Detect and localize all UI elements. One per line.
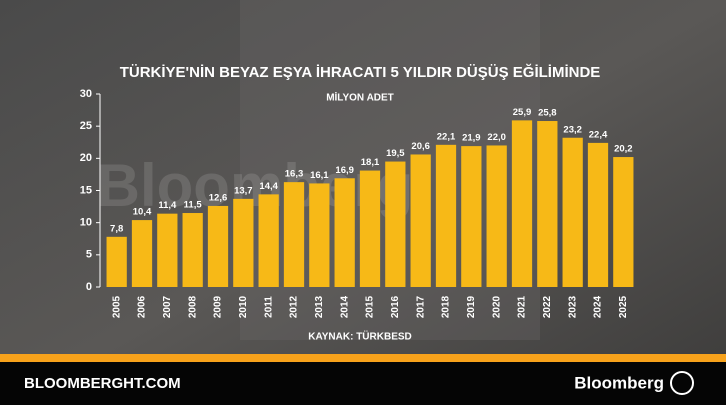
value-label: 16,3: [285, 169, 304, 180]
bar: [563, 138, 583, 287]
x-tick-label: 2018: [441, 295, 452, 318]
value-label: 22,4: [589, 129, 608, 140]
bar: [132, 220, 152, 287]
value-label: 11,5: [184, 200, 203, 211]
value-label: 12,6: [209, 192, 228, 203]
x-tick-label: 2023: [567, 295, 578, 318]
footer-brand: Bloomberg: [574, 373, 664, 392]
chart: Bloomberg TÜRKİYE'NİN BEYAZ EŞYA İHRACAT…: [0, 0, 726, 405]
x-tick-label: 2014: [339, 295, 350, 318]
value-label: 14,4: [259, 181, 278, 192]
bar: [335, 178, 355, 287]
x-tick-label: 2016: [390, 295, 401, 318]
y-tick-label: 0: [86, 281, 92, 293]
value-label: 20,2: [614, 144, 633, 155]
value-label: 23,2: [563, 124, 582, 135]
value-label: 16,1: [310, 170, 329, 181]
value-label: 11,4: [158, 200, 177, 211]
x-tick-label: 2017: [415, 295, 426, 318]
bar: [512, 120, 532, 287]
x-tick-label: 2011: [263, 296, 274, 318]
source: KAYNAK: TÜRKBESD: [308, 330, 412, 343]
x-tick-label: 2020: [491, 295, 502, 318]
chart-title: TÜRKİYE'NİN BEYAZ EŞYA İHRACATI 5 YILDIR…: [120, 63, 601, 81]
chart-subtitle: MİLYON ADET: [326, 91, 394, 104]
footer-stripe: [0, 354, 726, 362]
x-tick-label: 2022: [542, 295, 553, 318]
x-tick-label: 2025: [618, 295, 629, 318]
x-tick-label: 2024: [593, 295, 604, 318]
x-tick-label: 2015: [365, 295, 376, 318]
bar: [284, 182, 304, 287]
value-label: 7,8: [110, 223, 123, 234]
y-tick-label: 15: [80, 184, 92, 196]
footer-site: BLOOMBERGHT.COM: [24, 375, 181, 392]
bar: [385, 162, 405, 287]
x-tick-label: 2021: [517, 295, 528, 318]
y-tick-label: 5: [86, 249, 92, 261]
x-tick-label: 2019: [466, 295, 477, 318]
bar: [233, 199, 253, 287]
x-tick-label: 2009: [213, 295, 224, 318]
value-label: 19,5: [386, 148, 405, 159]
value-label: 25,8: [538, 108, 557, 119]
bar: [436, 145, 456, 287]
x-tick-label: 2013: [314, 295, 325, 318]
x-tick-label: 2012: [289, 295, 300, 318]
bar: [613, 157, 633, 287]
bar: [259, 194, 279, 287]
value-label: 22,0: [487, 132, 506, 143]
x-tick-label: 2007: [162, 295, 173, 318]
value-label: 22,1: [437, 131, 456, 142]
bar: [183, 213, 203, 287]
y-tick-label: 20: [80, 152, 92, 164]
bar: [588, 143, 608, 287]
y-tick-label: 25: [80, 120, 92, 132]
value-label: 16,9: [335, 165, 354, 176]
value-label: 18,1: [361, 157, 380, 168]
x-tick-label: 2010: [238, 295, 249, 318]
bar: [309, 183, 329, 287]
x-tick-label: 2006: [137, 295, 148, 318]
x-tick-label: 2005: [111, 295, 122, 318]
value-label: 21,9: [462, 133, 481, 144]
y-tick-label: 10: [80, 217, 92, 229]
bar: [208, 206, 228, 287]
y-tick-label: 30: [80, 88, 92, 100]
bar: [107, 237, 127, 287]
value-label: 25,9: [513, 107, 532, 118]
x-tick-label: 2008: [187, 295, 198, 318]
bar: [411, 154, 431, 287]
bar: [360, 171, 380, 287]
value-label: 10,4: [133, 207, 152, 218]
bar: [487, 145, 507, 287]
value-label: 20,6: [411, 141, 430, 152]
value-label: 13,7: [234, 185, 253, 196]
bar: [461, 146, 481, 287]
bar: [537, 121, 557, 287]
bar: [157, 214, 177, 287]
